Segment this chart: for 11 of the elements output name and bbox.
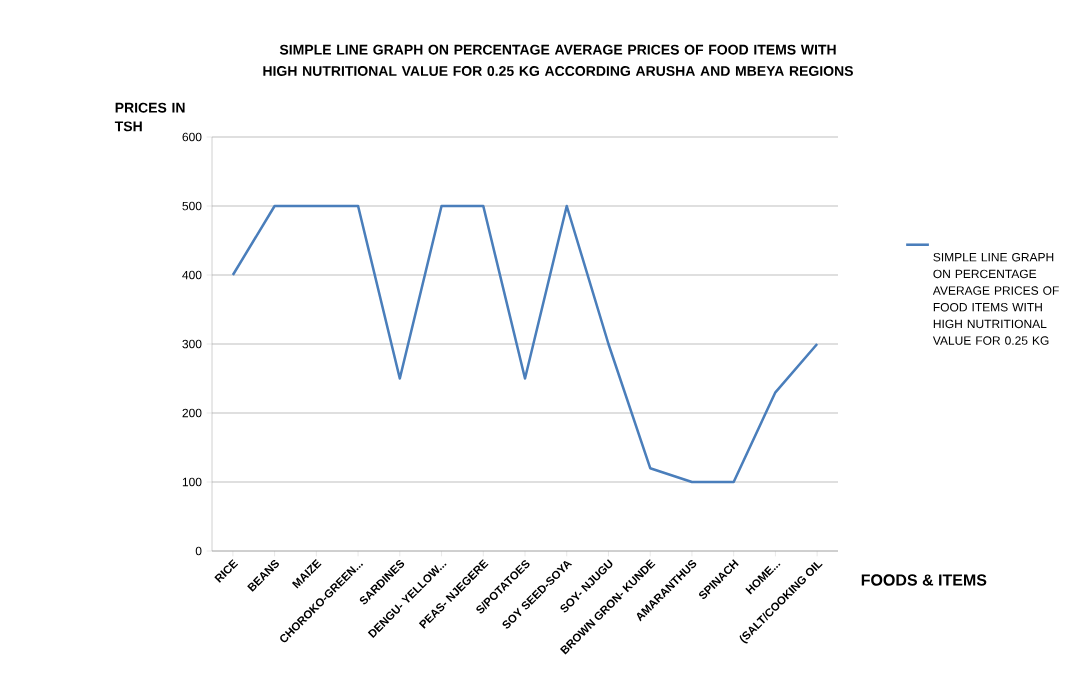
- y-tick-label: 600: [182, 132, 202, 142]
- y-tick-label: 0: [195, 546, 202, 556]
- y-axis-title: PRICES IN TSH: [114, 102, 185, 132]
- y-tick-label: 200: [182, 408, 202, 418]
- y-tick-label: 300: [182, 339, 202, 349]
- y-tick-label: 400: [182, 270, 202, 280]
- chart-title: SIMPLE LINE GRAPH ON PERCENTAGE AVERAGE PRICES OF FOOD ITEMS WITH HIGH NUTRITIONAL VALUE FOR 0.25 KG ACCORDING ARUSHA AND MBEYA REGIONS: [263, 44, 853, 76]
- y-tick-label: 500: [182, 201, 202, 211]
- text: SIMPLE LINE GRAPH ON PERCENTAGE AVERAGE PRICES OF FOOD ITEMS WITH HIGH NUTRITIONAL VALUE FOR 0.25 KG: [932, 252, 1059, 345]
- x-axis-title: FOODS & ITEMS: [861, 574, 987, 586]
- y-tick-label: 100: [182, 477, 202, 487]
